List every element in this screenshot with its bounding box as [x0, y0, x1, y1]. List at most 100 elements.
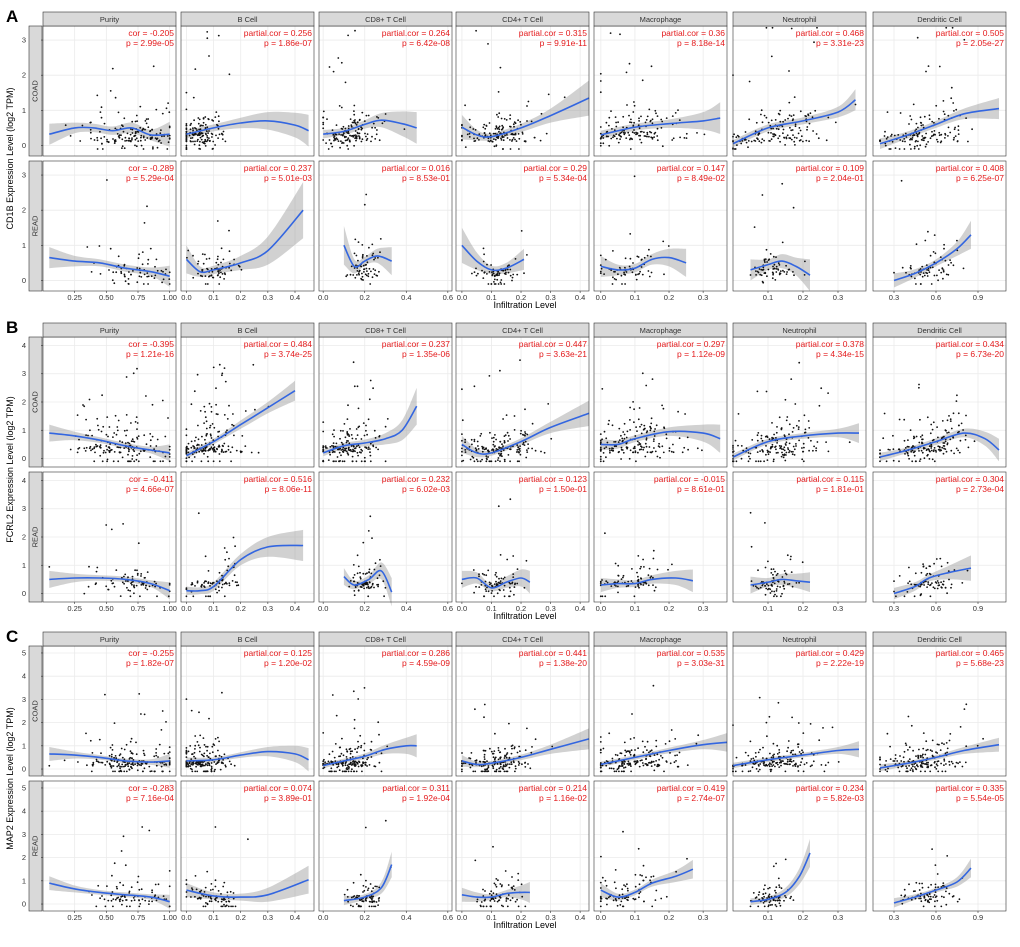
- data-point: [192, 127, 194, 130]
- data-point: [952, 264, 955, 267]
- data-point: [795, 424, 798, 427]
- data-point: [804, 431, 807, 434]
- data-point: [766, 451, 769, 453]
- data-point: [527, 443, 529, 445]
- data-point: [658, 758, 660, 761]
- data-point: [884, 130, 886, 133]
- data-point: [630, 137, 633, 140]
- data-point: [165, 764, 168, 766]
- data-point: [648, 275, 651, 278]
- data-point: [161, 770, 164, 773]
- data-point: [803, 274, 806, 276]
- data-point: [342, 430, 344, 432]
- data-point: [106, 458, 109, 461]
- data-point: [642, 764, 645, 767]
- data-point: [644, 455, 647, 458]
- data-point: [653, 136, 655, 139]
- data-point: [153, 277, 156, 279]
- data-point: [326, 447, 328, 449]
- data-point: [793, 96, 796, 98]
- data-point: [129, 750, 132, 753]
- data-point: [357, 589, 360, 592]
- data-point: [930, 445, 933, 448]
- data-point: [745, 447, 748, 450]
- data-point: [145, 443, 148, 446]
- data-point: [364, 761, 367, 764]
- column-strip-box: [455, 322, 590, 338]
- data-point: [117, 446, 120, 449]
- data-point: [95, 582, 97, 585]
- data-point: [921, 275, 924, 278]
- data-point: [120, 270, 122, 273]
- data-point: [364, 581, 367, 584]
- data-point: [353, 590, 356, 592]
- data-point: [209, 752, 211, 755]
- data-point: [372, 252, 375, 255]
- data-point: [112, 765, 115, 767]
- data-point: [154, 265, 156, 268]
- data-point: [803, 414, 806, 417]
- data-point: [118, 451, 121, 454]
- data-point: [909, 138, 911, 141]
- data-point: [137, 542, 140, 545]
- data-point: [334, 743, 337, 745]
- data-point: [168, 448, 171, 451]
- data-point: [761, 584, 764, 587]
- data-point: [355, 137, 358, 140]
- data-point: [349, 428, 351, 430]
- data-point: [185, 123, 188, 125]
- data-point: [685, 137, 688, 140]
- data-point: [217, 736, 219, 739]
- data-point: [343, 460, 346, 463]
- data-point: [135, 458, 138, 461]
- data-point: [472, 456, 475, 459]
- panel-border: [732, 160, 867, 292]
- data-point: [750, 580, 753, 582]
- data-point: [794, 123, 797, 126]
- data-point: [201, 269, 203, 271]
- data-point: [648, 755, 651, 757]
- data-point: [797, 743, 800, 746]
- data-point: [361, 111, 364, 114]
- x-tick-label: 0.3: [889, 604, 899, 613]
- data-point: [953, 452, 955, 455]
- data-point: [495, 571, 497, 574]
- data-point: [492, 448, 494, 450]
- data-point: [900, 179, 903, 182]
- data-point: [78, 438, 80, 441]
- data-point: [132, 372, 135, 375]
- correlation-label: cor = -0.411: [129, 474, 174, 484]
- data-point: [221, 574, 223, 577]
- data-point: [750, 140, 753, 143]
- data-point: [219, 276, 222, 279]
- data-point: [143, 754, 146, 757]
- data-point: [801, 458, 804, 461]
- data-point: [627, 580, 630, 583]
- data-point: [498, 452, 500, 455]
- fit-line: [322, 405, 418, 454]
- data-point: [142, 136, 145, 139]
- data-point: [509, 498, 512, 501]
- data-point: [770, 756, 773, 759]
- data-point: [674, 112, 677, 114]
- data-point: [930, 449, 933, 452]
- data-point: [599, 126, 602, 128]
- data-point: [499, 454, 502, 457]
- data-point: [618, 439, 621, 441]
- data-point: [185, 148, 188, 150]
- data-point: [633, 421, 635, 424]
- data-point: [220, 261, 222, 264]
- y-tick-label: 0: [22, 765, 26, 774]
- data-point: [326, 118, 328, 120]
- data-point: [156, 595, 158, 598]
- data-point: [636, 760, 639, 762]
- data-point: [802, 732, 805, 734]
- data-point: [944, 137, 946, 139]
- data-point: [652, 576, 654, 579]
- data-point: [352, 361, 355, 364]
- data-point: [788, 137, 791, 139]
- data-point: [127, 450, 130, 453]
- data-point: [154, 274, 157, 277]
